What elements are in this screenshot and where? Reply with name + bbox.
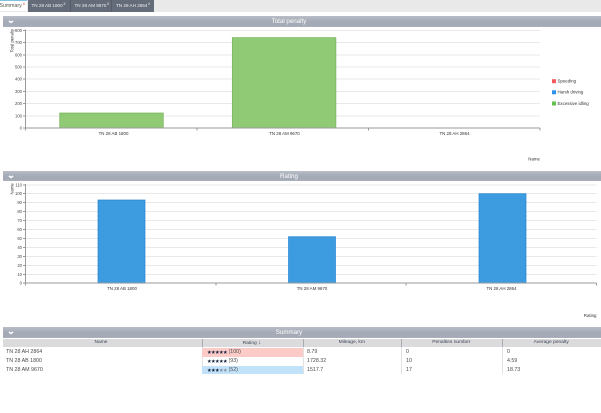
svg-text:Rating: Rating <box>584 313 597 318</box>
svg-text:Speeding: Speeding <box>558 79 577 84</box>
svg-text:700: 700 <box>15 40 23 45</box>
svg-text:TN 28 AM 9670: TN 28 AM 9670 <box>297 286 328 291</box>
svg-text:90: 90 <box>17 200 22 205</box>
svg-text:600: 600 <box>15 52 23 57</box>
svg-text:80: 80 <box>17 209 22 214</box>
svg-text:Harsh driving: Harsh driving <box>558 90 584 95</box>
svg-text:70: 70 <box>17 218 22 223</box>
svg-text:TN 28 AB 1800: TN 28 AB 1800 <box>107 286 137 291</box>
svg-text:200: 200 <box>15 101 23 106</box>
svg-text:500: 500 <box>15 65 23 70</box>
svg-text:Total penalty: Total penalty <box>9 28 14 52</box>
svg-text:0: 0 <box>20 126 23 131</box>
svg-text:110: 110 <box>15 182 22 187</box>
svg-text:300: 300 <box>15 89 23 94</box>
svg-text:20: 20 <box>17 263 22 268</box>
svg-text:Excessive idling: Excessive idling <box>558 101 590 106</box>
svg-text:TN 28 AH 2864: TN 28 AH 2864 <box>486 286 517 291</box>
svg-text:100: 100 <box>15 113 23 118</box>
svg-text:Name: Name <box>9 183 14 195</box>
svg-text:400: 400 <box>15 77 23 82</box>
svg-text:TN 28 AH 2864: TN 28 AH 2864 <box>439 131 470 136</box>
svg-text:TN 28 AB 1800: TN 28 AB 1800 <box>99 131 129 136</box>
svg-text:TN 28 AM 9670: TN 28 AM 9670 <box>269 131 300 136</box>
svg-text:50: 50 <box>17 236 22 241</box>
svg-text:Name: Name <box>528 157 540 162</box>
svg-text:0: 0 <box>20 281 23 286</box>
svg-text:800: 800 <box>15 28 23 33</box>
svg-text:40: 40 <box>17 245 22 250</box>
svg-text:60: 60 <box>17 227 22 232</box>
svg-text:30: 30 <box>17 254 22 259</box>
svg-text:10: 10 <box>17 272 22 277</box>
svg-text:100: 100 <box>15 191 23 196</box>
